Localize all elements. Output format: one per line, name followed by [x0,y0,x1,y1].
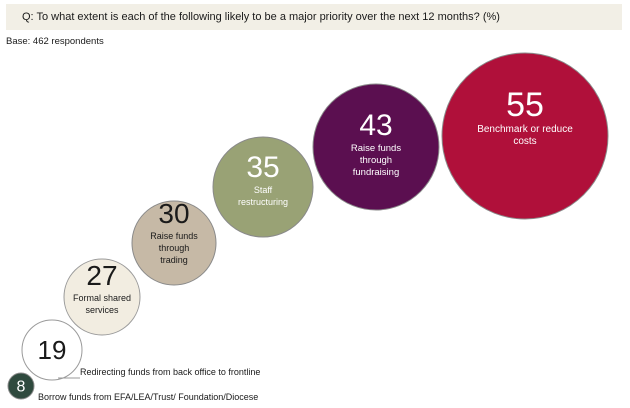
bubble-circle [441,52,609,220]
bubble-label: Staff restructuring [238,185,288,207]
bubble-label: Raise funds through trading [150,231,198,265]
bubble-circle [21,319,83,381]
bubble-value: 27 [86,260,117,291]
bubble-value: 30 [158,198,189,229]
bubble-circle [131,200,217,286]
bubble-value: 8 [17,379,26,396]
bubble-value: 43 [359,109,392,142]
bubble-label: Formal shared services [73,293,131,315]
question-bar: Q: To what extent is each of the followi… [6,4,622,30]
base-text: Base: 462 respondents [6,36,104,47]
question-text: Q: To what extent is each of the followi… [22,11,500,23]
bubble-label: Redirecting funds from back office to fr… [80,367,260,377]
bubble-value: 55 [506,86,544,124]
bubble-value: 35 [246,151,279,184]
bubble-circle [312,83,440,211]
bubble-value: 19 [38,335,67,365]
bubble-label: Raise funds through fundraising [351,143,401,178]
bubble-label: Borrow funds from EFA/LEA/Trust/ Foundat… [38,392,258,402]
bubble-circle [212,136,314,238]
bubble-label: Benchmark or reduce costs [477,124,573,147]
bubble-2: 19 Redirecting funds from back office to … [21,319,260,381]
bubble-circle [7,372,35,400]
bubble-circle [63,258,141,336]
bubble-1: 8 Borrow funds from EFA/LEA/Trust/ Founda… [7,372,258,402]
